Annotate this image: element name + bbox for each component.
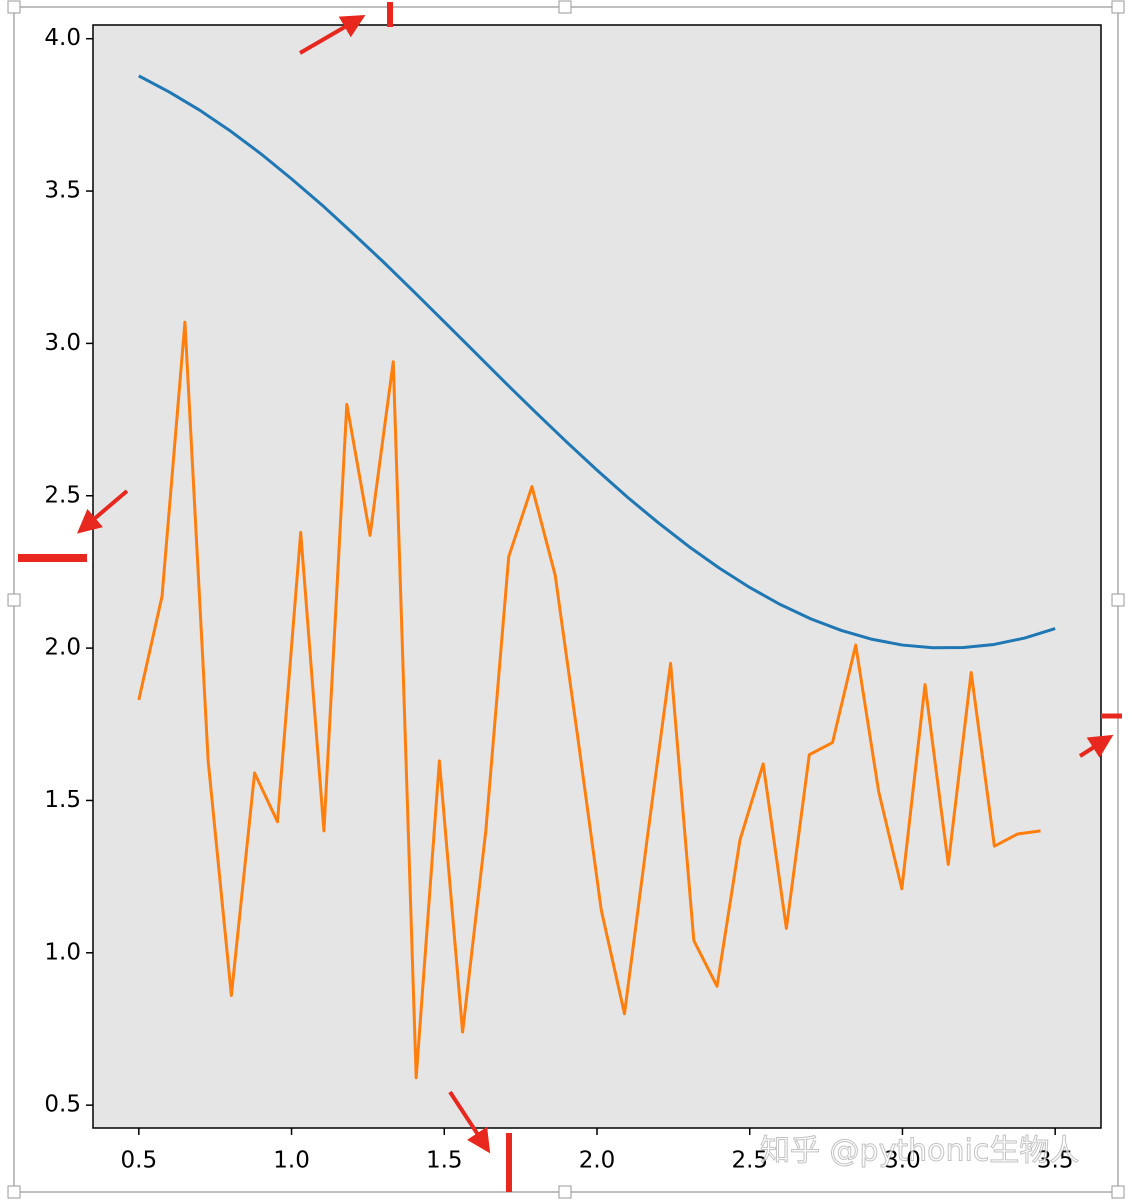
x-tick-label: 3.0 [884,1148,921,1174]
x-tick-label: 2.0 [579,1148,616,1174]
series-line [137,320,1041,1080]
y-tick-label: 0.5 [44,1092,81,1118]
y-tick-label: 2.0 [44,635,81,661]
y-tick-label: 3.5 [44,178,81,204]
x-tick-label: 1.0 [273,1148,310,1174]
x-tick-label: 1.5 [426,1148,463,1174]
watermark: 知乎 @pythonic生物人 [760,1134,1079,1169]
x-tick-label: 0.5 [121,1148,158,1174]
annotations [18,2,1122,1192]
plot-area [92,24,1102,1129]
x-tick-label: 2.5 [731,1148,768,1174]
y-tick-label: 3.0 [44,330,81,356]
series-line [138,74,1056,650]
y-tick-label: 1.0 [44,939,81,965]
x-tick-label: 3.5 [1037,1148,1074,1174]
y-tick-label: 2.5 [44,482,81,508]
y-tick-label: 1.5 [44,787,81,813]
y-tick-label: 4.0 [44,25,81,51]
resize-handles [7,0,1125,1199]
